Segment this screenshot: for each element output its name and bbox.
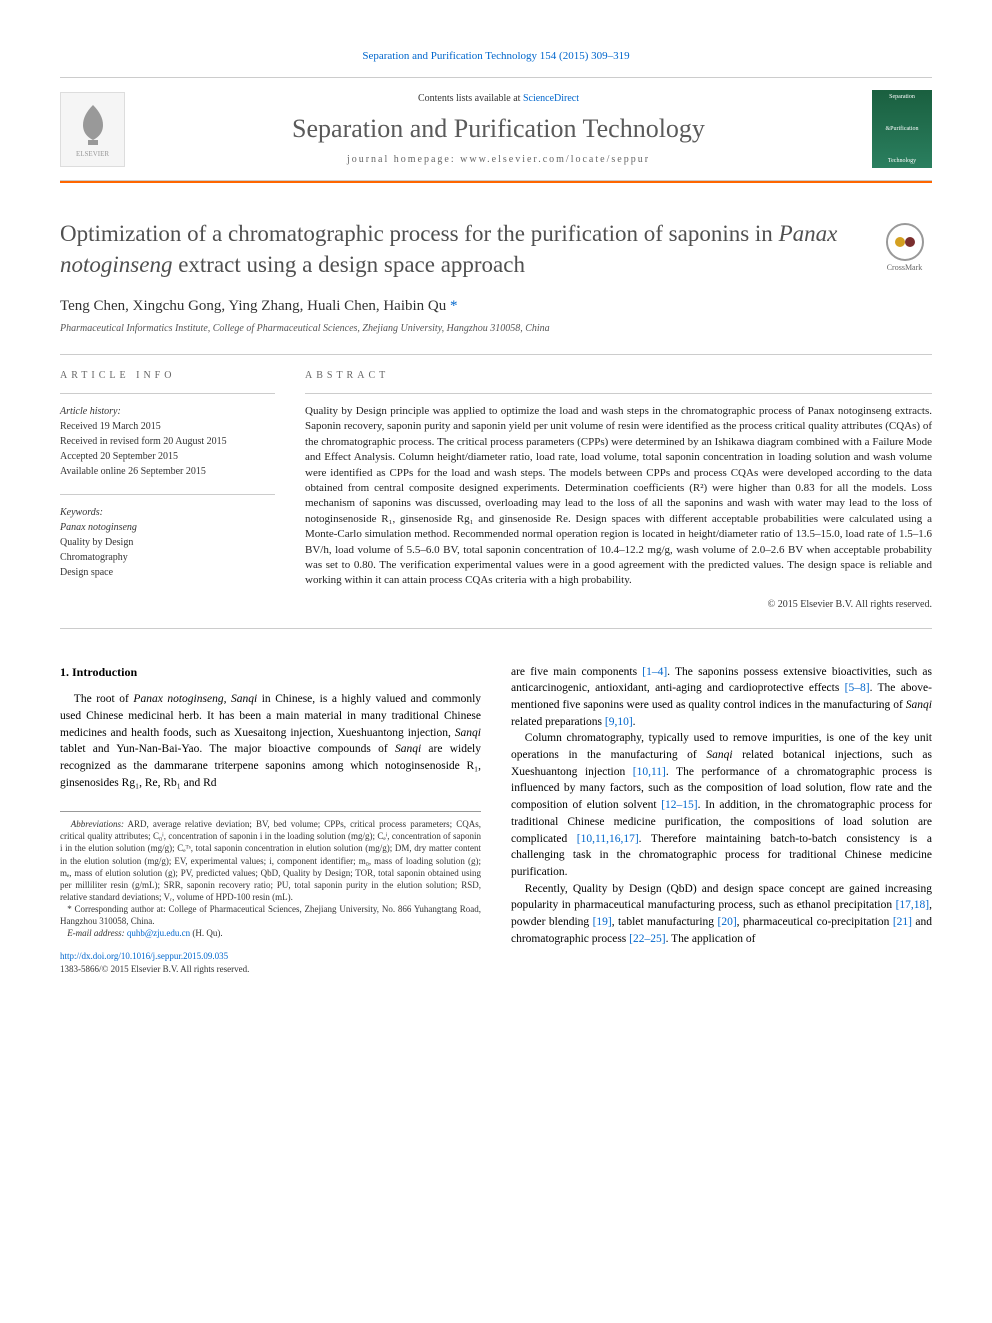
crossmark-icon bbox=[886, 223, 924, 261]
abstract-heading: ABSTRACT bbox=[305, 370, 932, 381]
abbreviations-note: Abbreviations: ARD, average relative dev… bbox=[60, 818, 481, 903]
contents-line: Contents lists available at ScienceDirec… bbox=[125, 93, 872, 104]
homepage-label: journal homepage: bbox=[347, 154, 460, 165]
right-column: are five main components [1–4]. The sapo… bbox=[511, 664, 932, 976]
abstract-column: ABSTRACT Quality by Design principle was… bbox=[305, 370, 932, 610]
c2p3-d: , pharmaceutical co-precipitation bbox=[737, 916, 893, 928]
history-label: Article history: bbox=[60, 404, 275, 419]
keyword-4: Design space bbox=[60, 565, 275, 580]
cover-text-1: Separation bbox=[876, 94, 928, 100]
c2p1-a: are five main components bbox=[511, 666, 642, 678]
article-header: Optimization of a chromatographic proces… bbox=[60, 218, 932, 334]
journal-name: Separation and Purification Technology bbox=[125, 114, 872, 144]
p1-c: tablet and Yun-Nan-Bai-Yao. The major bi… bbox=[60, 743, 395, 755]
abstract-divider bbox=[305, 393, 932, 394]
keywords-block: Keywords: Panax notoginseng Quality by D… bbox=[60, 505, 275, 580]
cover-text-3: Technology bbox=[876, 158, 928, 164]
keyword-1: Panax notoginseng bbox=[60, 520, 275, 535]
intro-paragraph-3: Recently, Quality by Design (QbD) and de… bbox=[511, 881, 932, 948]
sciencedirect-link[interactable]: ScienceDirect bbox=[523, 93, 579, 104]
keyword-3: Chromatography bbox=[60, 550, 275, 565]
ref-20[interactable]: [20] bbox=[717, 916, 736, 928]
doi-line: http://dx.doi.org/10.1016/j.seppur.2015.… bbox=[60, 950, 481, 963]
p1-a: The root of bbox=[74, 693, 134, 705]
authors-names: Teng Chen, Xingchu Gong, Ying Zhang, Hua… bbox=[60, 298, 446, 314]
elsevier-logo[interactable]: ELSEVIER bbox=[60, 92, 125, 167]
citation-link[interactable]: Separation and Purification Technology 1… bbox=[362, 50, 629, 62]
divider-top bbox=[60, 354, 932, 355]
email-note: E-mail address: quhb@zju.edu.cn (H. Qu). bbox=[60, 927, 481, 939]
corresponding-marker[interactable]: * bbox=[450, 298, 458, 314]
intro-paragraph-2: Column chromatography, typically used to… bbox=[511, 730, 932, 880]
email-label: E-mail address: bbox=[67, 928, 127, 938]
intro-paragraph-1: The root of Panax notoginseng, Sanqi in … bbox=[60, 691, 481, 791]
contents-prefix: Contents lists available at bbox=[418, 93, 523, 104]
info-divider-1 bbox=[60, 393, 275, 394]
banner-center: Contents lists available at ScienceDirec… bbox=[125, 93, 872, 165]
article-info-column: ARTICLE INFO Article history: Received 1… bbox=[60, 370, 275, 610]
history-received: Received 19 March 2015 bbox=[60, 419, 275, 434]
c2p1-i1: Sanqi bbox=[906, 699, 932, 711]
article-info-heading: ARTICLE INFO bbox=[60, 370, 275, 381]
abbrev-label: Abbreviations: bbox=[71, 819, 124, 829]
c2p3-c: , tablet manufacturing bbox=[612, 916, 718, 928]
p1-i2: Sanqi bbox=[455, 727, 481, 739]
email-suffix: (H. Qu). bbox=[190, 928, 223, 938]
elsevier-label: ELSEVIER bbox=[76, 150, 109, 158]
info-abstract-row: ARTICLE INFO Article history: Received 1… bbox=[60, 370, 932, 610]
divider-bottom bbox=[60, 628, 932, 629]
ref-21[interactable]: [21] bbox=[893, 916, 912, 928]
ref-22-25[interactable]: [22–25] bbox=[629, 933, 665, 945]
article-title: Optimization of a chromatographic proces… bbox=[60, 218, 932, 280]
c2p1-d: related preparations bbox=[511, 716, 605, 728]
ref-1-4[interactable]: [1–4] bbox=[642, 666, 667, 678]
email-link[interactable]: quhb@zju.edu.cn bbox=[127, 928, 190, 938]
journal-cover-thumbnail[interactable]: Separation &Purification Technology bbox=[872, 90, 932, 168]
p1-i3: Sanqi bbox=[395, 743, 421, 755]
homepage-url[interactable]: www.elsevier.com/locate/seppur bbox=[460, 154, 650, 165]
intro-paragraph-1-cont: are five main components [1–4]. The sapo… bbox=[511, 664, 932, 731]
citation-header: Separation and Purification Technology 1… bbox=[60, 50, 932, 62]
ref-12-15[interactable]: [12–15] bbox=[661, 799, 697, 811]
left-column: 1. Introduction The root of Panax notogi… bbox=[60, 664, 481, 976]
journal-banner: ELSEVIER Contents lists available at Sci… bbox=[60, 77, 932, 181]
ref-10-11-16-17[interactable]: [10,11,16,17] bbox=[577, 833, 639, 845]
ref-9-10[interactable]: [9,10] bbox=[605, 716, 633, 728]
abstract-copyright: © 2015 Elsevier B.V. All rights reserved… bbox=[305, 599, 932, 610]
history-online: Available online 26 September 2015 bbox=[60, 464, 275, 479]
ref-19[interactable]: [19] bbox=[593, 916, 612, 928]
abbrev-text: ARD, average relative deviation; BV, bed… bbox=[60, 819, 481, 902]
keyword-2: Quality by Design bbox=[60, 535, 275, 550]
elsevier-tree-icon bbox=[68, 100, 118, 150]
p1-i1: Panax notoginseng, Sanqi bbox=[133, 693, 257, 705]
abstract-text: Quality by Design principle was applied … bbox=[305, 404, 932, 589]
history-revised: Received in revised form 20 August 2015 bbox=[60, 434, 275, 449]
title-part2: extract using a design space approach bbox=[172, 252, 525, 277]
crossmark-badge[interactable]: CrossMark bbox=[877, 223, 932, 278]
journal-homepage: journal homepage: www.elsevier.com/locat… bbox=[125, 154, 872, 165]
keywords-label: Keywords: bbox=[60, 505, 275, 520]
issn-copyright: 1383-5866/© 2015 Elsevier B.V. All right… bbox=[60, 963, 481, 976]
footnotes-block: Abbreviations: ARD, average relative dev… bbox=[60, 811, 481, 939]
history-accepted: Accepted 20 September 2015 bbox=[60, 449, 275, 464]
corresponding-note: * Corresponding author at: College of Ph… bbox=[60, 903, 481, 927]
authors-line: Teng Chen, Xingchu Gong, Ying Zhang, Hua… bbox=[60, 298, 932, 315]
body-two-column: 1. Introduction The root of Panax notogi… bbox=[60, 664, 932, 976]
doi-link[interactable]: http://dx.doi.org/10.1016/j.seppur.2015.… bbox=[60, 951, 228, 961]
crossmark-label: CrossMark bbox=[887, 263, 923, 272]
info-divider-2 bbox=[60, 494, 275, 495]
ref-17-18[interactable]: [17,18] bbox=[896, 899, 930, 911]
section-1-heading: 1. Introduction bbox=[60, 664, 481, 681]
cover-text-2: &Purification bbox=[876, 126, 928, 132]
c2p3-a: Recently, Quality by Design (QbD) and de… bbox=[511, 883, 932, 912]
ref-5-8[interactable]: [5–8] bbox=[845, 682, 870, 694]
c2p2-i1: Sanqi bbox=[706, 749, 732, 761]
title-part1: Optimization of a chromatographic proces… bbox=[60, 221, 779, 246]
c2p1-e: . bbox=[633, 716, 636, 728]
page-container: Separation and Purification Technology 1… bbox=[0, 0, 992, 1026]
c2p3-f: . The application of bbox=[666, 933, 756, 945]
affiliation: Pharmaceutical Informatics Institute, Co… bbox=[60, 323, 932, 334]
ref-10-11[interactable]: [10,11] bbox=[633, 766, 666, 778]
article-history-block: Article history: Received 19 March 2015 … bbox=[60, 404, 275, 479]
